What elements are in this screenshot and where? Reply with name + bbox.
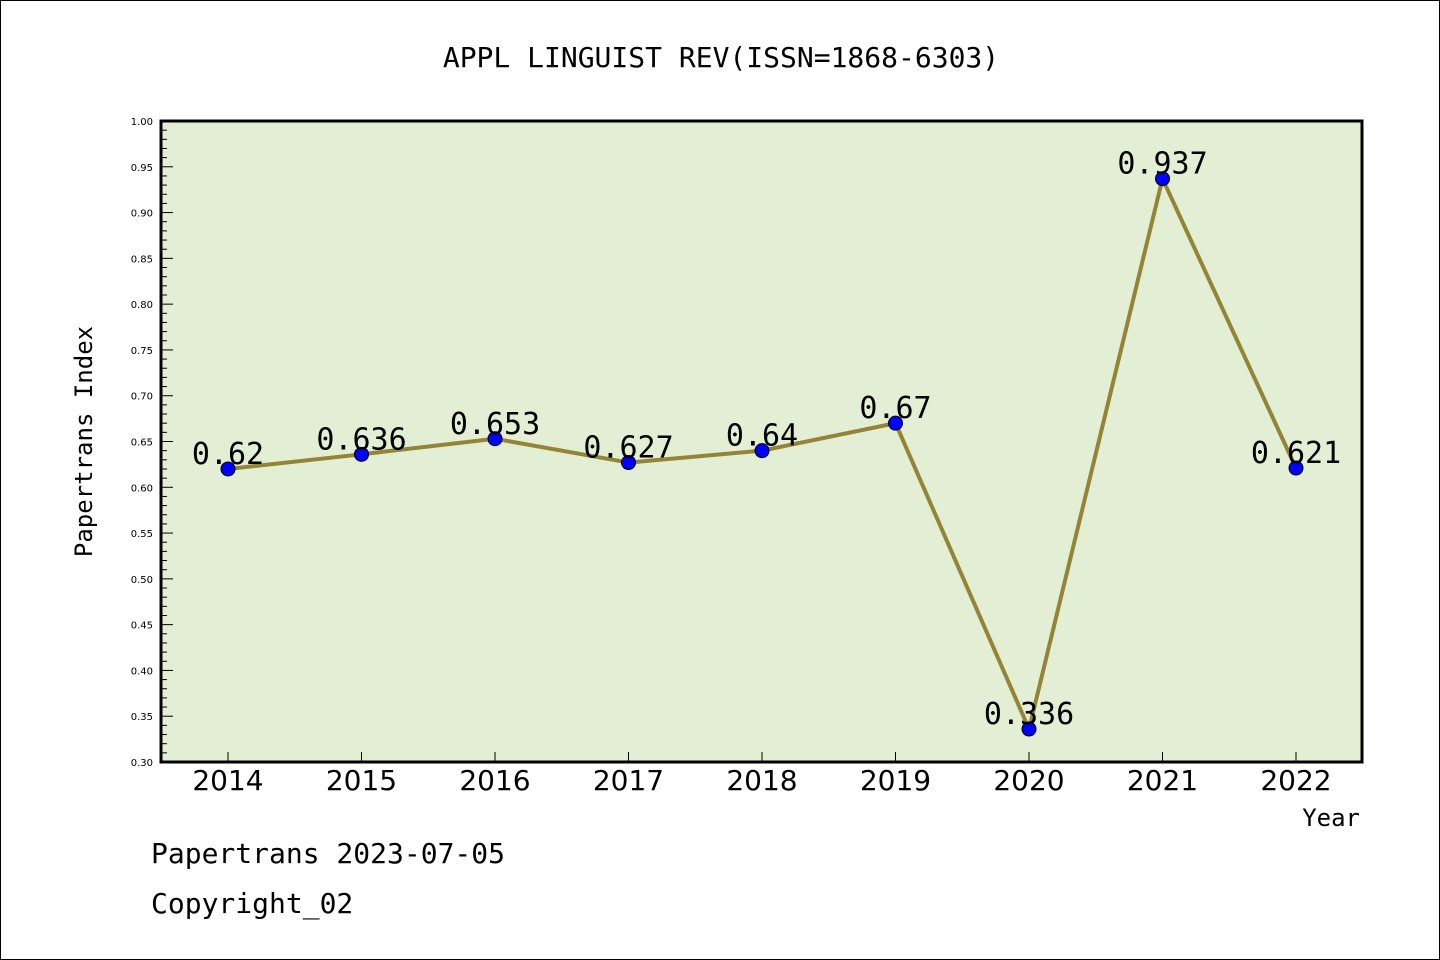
data-point xyxy=(354,446,369,462)
y-tick-label: 0.70 xyxy=(131,392,153,403)
data-point xyxy=(1021,721,1037,737)
x-axis-label: Year xyxy=(1302,804,1360,832)
data-labels: 0.62 0.636 0.653 0.627 0.64 0.67 0.336 0.937 0.6… xyxy=(192,147,1341,732)
y-tick-label: 0.30 xyxy=(131,758,153,769)
data-label: 0.636 xyxy=(316,422,406,457)
y-tick-label: 0.80 xyxy=(131,300,153,311)
series xyxy=(220,171,1304,737)
x-tick-label: 2020 xyxy=(993,764,1064,797)
chart-title: APPL LINGUIST REV(ISSN=1868-6303) xyxy=(443,41,999,74)
y-tick-label: 0.95 xyxy=(131,163,153,174)
y-tick-label: 0.75 xyxy=(131,346,153,357)
y-axis: 0.30 0.35 0.40 0.45 0.50 0.55 0.60 0.65 0.70 0.75… xyxy=(131,117,173,769)
x-tick-label: 2015 xyxy=(326,764,397,797)
y-tick-label: 0.65 xyxy=(131,438,153,449)
y-tick-label: 0.50 xyxy=(131,575,153,586)
data-point xyxy=(1155,171,1170,187)
y-tick-label: 0.40 xyxy=(131,666,153,677)
y-tick-label: 0.85 xyxy=(131,254,153,265)
x-tick-label: 2017 xyxy=(593,764,664,797)
data-label: 0.64 xyxy=(726,419,798,454)
x-tick-label: 2019 xyxy=(860,764,931,797)
x-tick-label: 2018 xyxy=(726,764,797,797)
data-label: 0.62 xyxy=(192,437,264,472)
footer-date: Papertrans 2023-07-05 xyxy=(151,837,506,870)
x-axis: 2014 2015 2016 2017 2018 2019 2020 2021 2022 xyxy=(192,752,1332,797)
data-label: 0.67 xyxy=(859,391,931,426)
data-label: 0.336 xyxy=(984,697,1074,732)
data-label: 0.937 xyxy=(1117,147,1207,182)
y-tick-label: 0.35 xyxy=(131,712,153,723)
data-point xyxy=(888,415,903,431)
y-tick-label: 0.90 xyxy=(131,209,153,220)
data-point xyxy=(754,443,770,459)
data-label: 0.653 xyxy=(450,407,540,442)
y-tick-label: 0.45 xyxy=(131,621,153,632)
x-tick-label: 2016 xyxy=(459,764,530,797)
data-point xyxy=(621,455,636,471)
plot-area xyxy=(159,119,1364,764)
y-axis-label: Papertrans Index xyxy=(70,326,98,557)
x-tick-label: 2022 xyxy=(1260,764,1331,797)
y-tick-label: 0.55 xyxy=(131,529,153,540)
data-point xyxy=(220,461,236,477)
data-point xyxy=(487,431,503,447)
y-tick-label: 1.00 xyxy=(131,117,153,128)
x-tick-label: 2014 xyxy=(192,764,263,797)
data-label: 0.621 xyxy=(1251,436,1341,471)
footer-copyright: Copyright_02 xyxy=(151,887,354,920)
data-point xyxy=(1288,460,1304,476)
data-label: 0.627 xyxy=(583,431,673,466)
x-tick-label: 2021 xyxy=(1127,764,1198,797)
y-tick-label: 0.60 xyxy=(131,483,153,494)
